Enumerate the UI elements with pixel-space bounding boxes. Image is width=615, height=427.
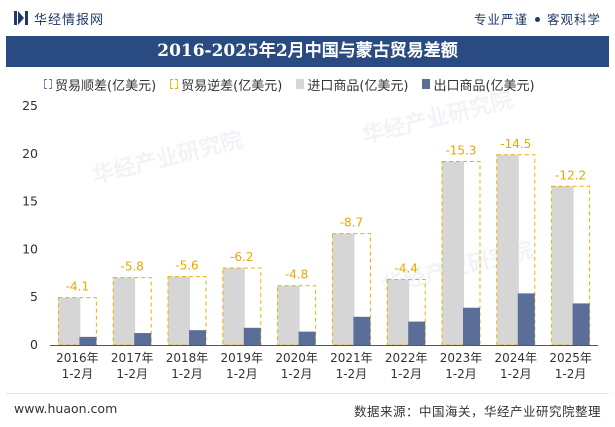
slogan-dot-icon — [534, 17, 540, 22]
export-bar — [408, 321, 426, 345]
deficit-data-label: -5.6 — [175, 259, 198, 273]
x-tick-label: 1-2月 — [62, 367, 94, 381]
import-bar — [222, 268, 245, 345]
deficit-box — [277, 285, 317, 346]
brand-logo-icon — [14, 11, 28, 25]
x-tick-label: 2022年 — [385, 351, 428, 365]
deficit-data-label: -15.3 — [445, 143, 476, 157]
export-bar — [134, 333, 152, 345]
deficit-box — [112, 277, 152, 346]
x-tick-label: 2025年 — [549, 351, 592, 365]
legend-label-deficit: 贸易逆差(亿美元) — [181, 78, 283, 94]
footer-website: www.huaon.com — [14, 401, 118, 416]
x-tick-label: 1-2月 — [116, 367, 148, 381]
import-bar — [387, 279, 410, 345]
import-bar — [496, 154, 519, 345]
legend-item-surplus: 贸易顺差(亿美元) — [44, 75, 156, 94]
deficit-data-label: -4.4 — [394, 262, 417, 276]
export-bar — [517, 293, 535, 345]
import-bar — [551, 186, 574, 345]
export-bar — [463, 307, 480, 345]
x-tick-label: 1-2月 — [555, 367, 587, 381]
legend-swatch-export — [422, 79, 431, 89]
deficit-data-label: -14.5 — [500, 137, 531, 151]
deficit-data-label: -12.2 — [555, 168, 586, 182]
export-bar — [243, 327, 261, 345]
export-bar — [189, 330, 206, 345]
x-tick-label: 2024年 — [495, 351, 538, 365]
brand-name: 华经情报网 — [34, 13, 105, 28]
import-bar — [168, 276, 190, 345]
x-tick-label: 1-2月 — [226, 367, 258, 381]
legend-swatch-deficit — [170, 79, 179, 89]
y-tick-label: 0 — [30, 337, 38, 352]
x-tick-label: 1-2月 — [281, 367, 313, 381]
legend-swatch-import — [296, 79, 305, 89]
footer-divider — [6, 393, 609, 394]
x-tick-label: 2023年 — [440, 351, 483, 365]
deficit-data-label: -6.2 — [230, 250, 253, 264]
legend-label-surplus: 贸易顺差(亿美元) — [55, 78, 157, 94]
x-tick-label: 2016年 — [56, 351, 99, 365]
chart-canvas: 0 5 10 15 20 25 -4.1 2016年 1-2月 -5.8 2017年 1-2月 -5.6… — [22, 98, 598, 381]
x-tick-label: 1-2月 — [171, 367, 203, 381]
y-tick-label: 10 — [22, 241, 38, 256]
chart-legend: 贸易顺差(亿美元) 贸易逆差(亿美元) 进口商品(亿美元) 出口商品(亿美元) — [44, 73, 549, 95]
x-tick-label: 2020年 — [275, 351, 318, 365]
x-tick-label: 2017年 — [111, 351, 154, 365]
x-tick-label: 1-2月 — [500, 367, 532, 381]
y-tick-label: 5 — [30, 289, 38, 304]
slogan-right: 客观科学 — [546, 12, 601, 27]
import-bar — [58, 297, 81, 345]
export-bar — [572, 303, 590, 345]
chart-title: 2016-2025年2月中国与蒙古贸易差额 — [157, 41, 458, 61]
deficit-data-label: -4.8 — [285, 268, 308, 282]
y-tick-label: 20 — [22, 146, 38, 161]
x-tick-label: 1-2月 — [336, 367, 368, 381]
y-tick-label: 25 — [22, 98, 38, 113]
top-header: 华经情报网 专业严谨 客观科学 — [0, 0, 615, 36]
export-bar — [298, 331, 316, 345]
deficit-data-label: -8.7 — [340, 216, 363, 230]
export-bar — [353, 316, 371, 345]
slogan: 专业严谨 客观科学 — [474, 9, 601, 28]
deficit-data-label: -4.1 — [66, 280, 89, 294]
legend-item-export: 出口商品(亿美元) — [422, 75, 535, 94]
legend-swatch-surplus — [44, 79, 52, 89]
deficit-box — [167, 276, 207, 346]
import-bar — [332, 233, 355, 345]
legend-label-import: 进口商品(亿美元) — [307, 78, 409, 94]
x-tick-label: 2018年 — [166, 351, 209, 365]
legend-item-import: 进口商品(亿美元) — [296, 75, 408, 94]
export-bar — [79, 336, 97, 345]
import-bar — [442, 161, 464, 345]
footer-source: 数据来源：中国海关，华经产业研究院整理 — [353, 404, 601, 419]
import-bar — [113, 277, 136, 345]
import-bar — [277, 285, 300, 345]
deficit-data-label: -5.8 — [120, 260, 143, 274]
legend-item-deficit: 贸易逆差(亿美元) — [170, 75, 282, 94]
x-tick-label: 1-2月 — [445, 367, 477, 381]
title-bar: 2016-2025年2月中国与蒙古贸易差额 — [6, 36, 609, 67]
legend-label-export: 出口商品(亿美元) — [433, 78, 535, 94]
x-tick-label: 1-2月 — [390, 367, 422, 381]
y-tick-label: 15 — [22, 194, 38, 209]
x-tick-label: 2021年 — [330, 351, 373, 365]
x-tick-label: 2019年 — [221, 351, 264, 365]
slogan-left: 专业严谨 — [473, 12, 528, 27]
